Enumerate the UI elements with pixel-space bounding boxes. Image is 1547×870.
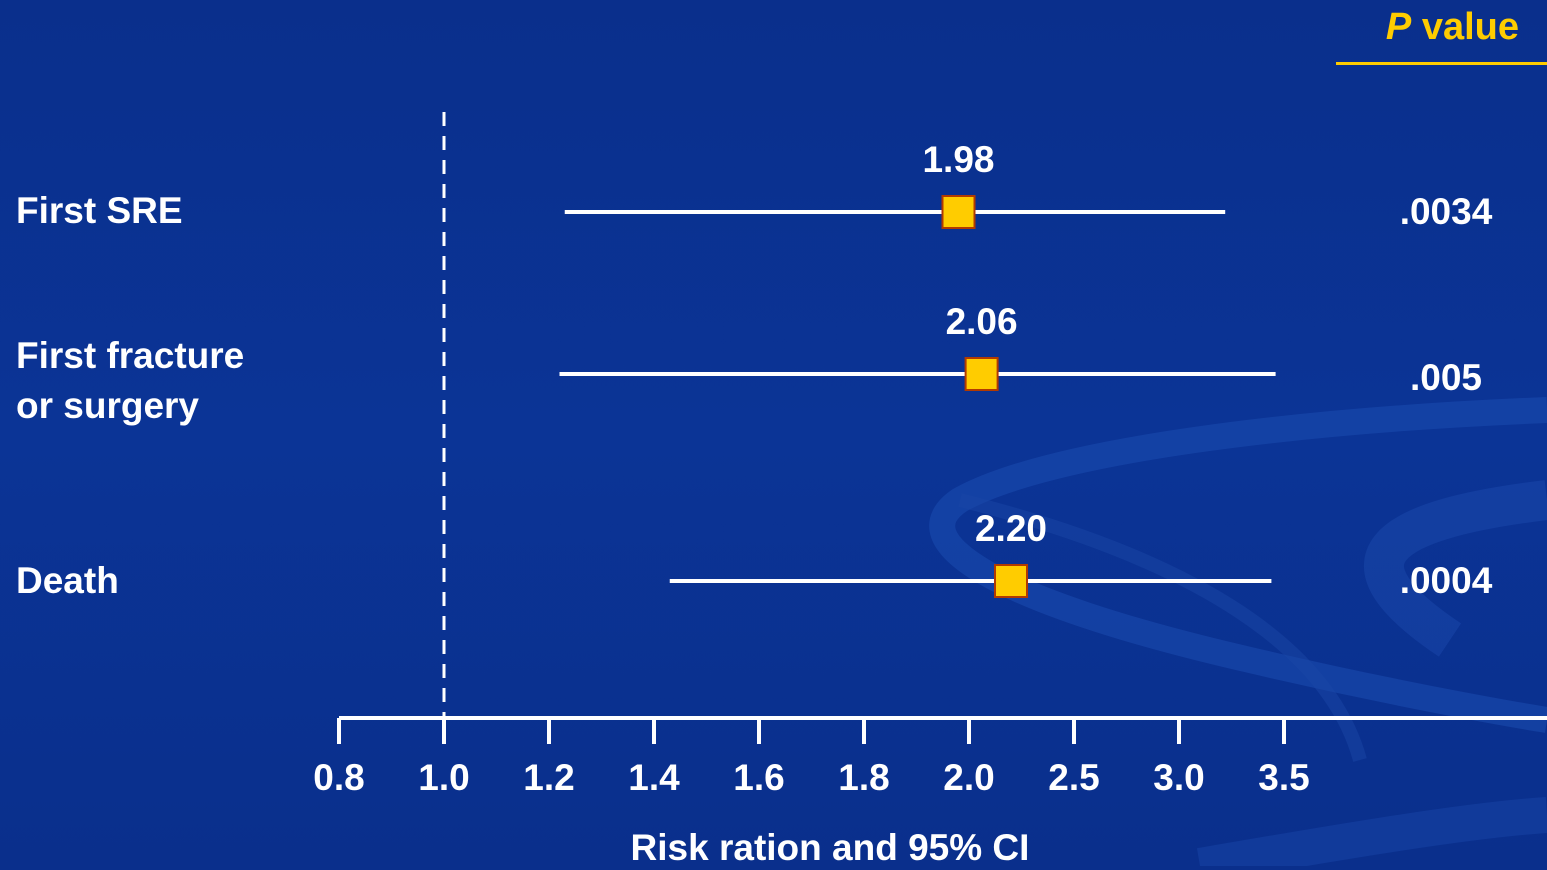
estimate-label: 2.06 — [946, 301, 1018, 342]
x-tick-label: 2.5 — [1048, 757, 1099, 798]
estimate-marker — [964, 357, 999, 391]
row-label-death: Death — [16, 560, 119, 601]
row-label-first-sre: First SRE — [16, 190, 183, 231]
x-tick-label: 3.5 — [1258, 757, 1309, 798]
p-value-first-sre: .0034 — [1399, 191, 1493, 232]
x-tick-label: 0.8 — [313, 757, 364, 798]
x-tick-label: 2.0 — [943, 757, 994, 798]
estimate-label: 2.20 — [975, 508, 1047, 549]
p-value-first-fracture-or-surgery: .005 — [1409, 357, 1482, 398]
p-value-header: P value — [1385, 6, 1519, 48]
p-value-death: .0004 — [1399, 560, 1493, 601]
estimate-label: 1.98 — [922, 139, 994, 180]
x-tick-label: 1.0 — [418, 757, 469, 798]
x-axis-title: Risk ration and 95% CI — [630, 827, 1030, 868]
estimate-marker — [994, 564, 1028, 598]
p-value-header-underline — [1336, 62, 1547, 65]
row-label-first-fracture-or-surgery: First fracture or surgery — [16, 335, 245, 426]
x-tick-label: 1.8 — [838, 757, 889, 798]
x-tick-label: 1.4 — [628, 757, 680, 798]
x-tick-label: 3.0 — [1153, 757, 1204, 798]
estimate-marker — [941, 195, 976, 229]
x-tick-label: 1.6 — [733, 757, 784, 798]
x-tick-label: 1.2 — [523, 757, 574, 798]
